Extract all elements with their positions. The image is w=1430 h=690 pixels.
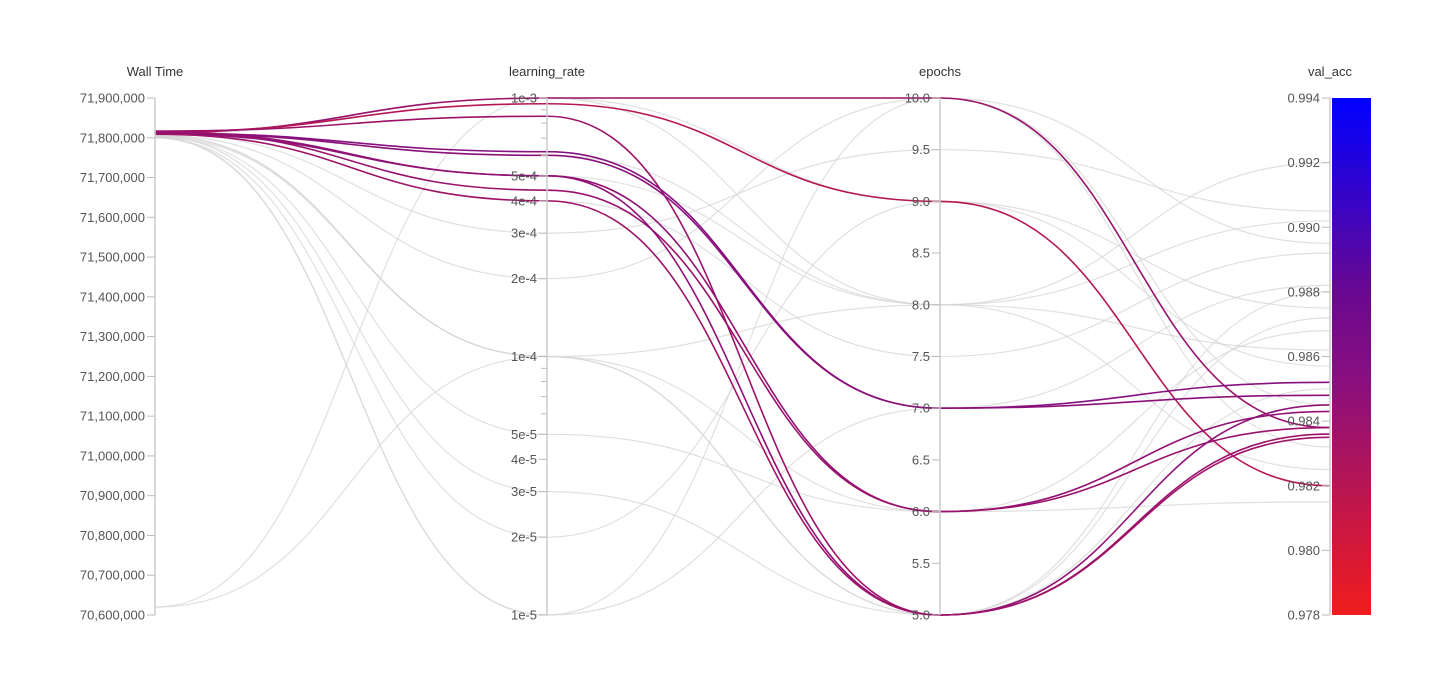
tick-label: 0.978: [1287, 608, 1320, 623]
tick-label: 71,300,000: [80, 329, 145, 344]
background-run-line[interactable]: [154, 291, 1331, 616]
tick-label: 8.5: [912, 246, 930, 261]
val-acc-colorbar[interactable]: [1332, 98, 1371, 615]
tick-label: 71,500,000: [80, 250, 145, 265]
axis-title: Wall Time: [127, 64, 184, 79]
background-run-line[interactable]: [154, 97, 1331, 406]
tick-label: 0.980: [1287, 543, 1320, 558]
tick-label: 70,700,000: [80, 568, 145, 583]
axis-wall-time[interactable]: Wall Time 71,900,000 71,800,000 71,700,000 7…: [80, 64, 183, 623]
background-run-line[interactable]: [154, 134, 1331, 513]
tick-label: 0.982: [1287, 478, 1320, 493]
tick-label: 7.5: [912, 349, 930, 364]
background-runs: [154, 97, 1331, 616]
background-run-line[interactable]: [154, 135, 1331, 513]
background-run-line[interactable]: [154, 97, 1331, 616]
tick-label: 4e-5: [511, 452, 537, 467]
background-run-line[interactable]: [154, 137, 1331, 538]
background-run-line[interactable]: [154, 136, 1331, 616]
background-run-line[interactable]: [154, 97, 1331, 367]
tick-label: 7.0: [912, 401, 930, 416]
tick-label: 71,900,000: [80, 91, 145, 106]
tick-label: 9.0: [912, 194, 930, 209]
tick-label: 4e-4: [511, 193, 537, 208]
highlighted-run-line[interactable]: [154, 130, 1331, 513]
tick-label: 0.986: [1287, 349, 1320, 364]
highlighted-run-line[interactable]: [154, 132, 1331, 410]
tick-label: 2e-4: [511, 271, 537, 286]
axis-title: val_acc: [1308, 64, 1353, 79]
highlighted-run-line[interactable]: [154, 133, 1331, 616]
tick-label: 5e-5: [511, 427, 537, 442]
tick-label: 70,800,000: [80, 528, 145, 543]
background-run-line[interactable]: [154, 135, 1331, 358]
tick-label: 2e-5: [511, 530, 537, 545]
tick-label: 71,100,000: [80, 409, 145, 424]
background-run-line[interactable]: [154, 133, 1331, 358]
tick-label: 0.992: [1287, 155, 1320, 170]
tick-label: 5e-4: [511, 168, 537, 183]
tick-label: 0.990: [1287, 220, 1320, 235]
tick-label: 70,900,000: [80, 488, 145, 503]
tick-label: 0.984: [1287, 414, 1320, 429]
highlighted-run-line[interactable]: [154, 102, 1331, 487]
tick-label: 3e-4: [511, 226, 537, 241]
tick-label: 1e-4: [511, 349, 537, 364]
background-run-line[interactable]: [154, 97, 1331, 608]
background-run-line[interactable]: [154, 132, 1331, 234]
tick-label: 71,700,000: [80, 170, 145, 185]
background-run-line[interactable]: [154, 135, 1331, 616]
tick-label: 5.5: [912, 556, 930, 571]
tick-label: 6.0: [912, 504, 930, 519]
tick-label: 6.5: [912, 452, 930, 467]
tick-label: 71,000,000: [80, 448, 145, 463]
axis-title: learning_rate: [509, 64, 585, 79]
tick-label: 10.0: [905, 91, 930, 106]
highlighted-runs: [154, 97, 1331, 616]
highlighted-run-line[interactable]: [154, 132, 1331, 410]
highlighted-run-line[interactable]: [154, 97, 1331, 429]
axis-title: epochs: [919, 64, 961, 79]
tick-label: 70,600,000: [80, 608, 145, 623]
tick-label: 9.5: [912, 142, 930, 157]
background-run-line[interactable]: [154, 133, 1331, 351]
highlighted-run-line[interactable]: [154, 115, 1331, 616]
axis-learning-rate[interactable]: learning_rate 1e-3 5e-4 4e-4 3e-4 2e-4 1e-4 5e-…: [509, 64, 585, 623]
tick-label: 3e-5: [511, 484, 537, 499]
tick-label: 71,400,000: [80, 289, 145, 304]
tick-label: 71,600,000: [80, 210, 145, 225]
axis-epochs[interactable]: epochs 10.0 9.5 9.0 8.5 8.0 7.5 7.0 6.5 6.0 5.5 5.0: [905, 64, 962, 623]
highlighted-run-line[interactable]: [154, 132, 1331, 616]
tick-label: 8.0: [912, 297, 930, 312]
tick-label: 1e-3: [511, 91, 537, 106]
tick-label: 1e-5: [511, 608, 537, 623]
axis-val-acc[interactable]: val_acc 0.994 0.992 0.990 0.988 0.986 0.984 0.9…: [1287, 64, 1352, 623]
tick-label: 0.994: [1287, 91, 1320, 106]
tick-label: 0.988: [1287, 284, 1320, 299]
tick-label: 5.0: [912, 608, 930, 623]
tick-label: 71,800,000: [80, 130, 145, 145]
axes: Wall Time 71,900,000 71,800,000 71,700,000 7…: [80, 64, 1353, 623]
tick-label: 71,200,000: [80, 369, 145, 384]
background-run-line[interactable]: [154, 137, 1331, 616]
